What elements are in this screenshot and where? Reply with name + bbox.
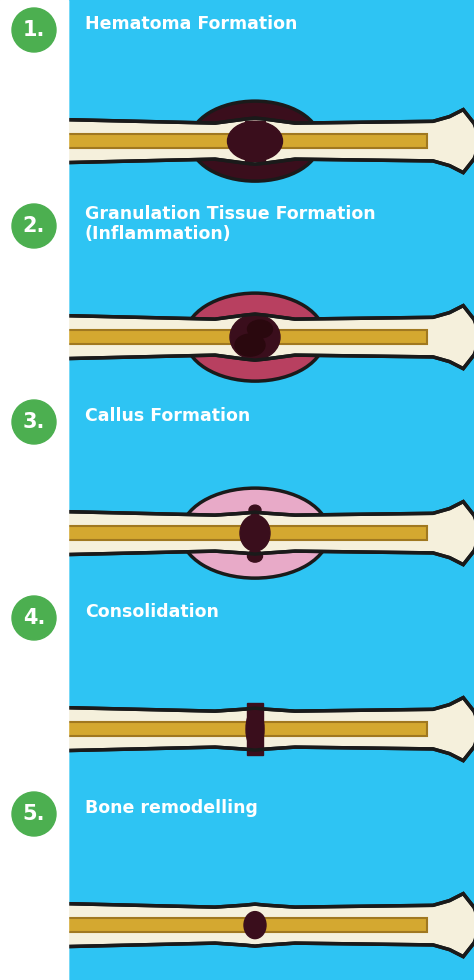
Text: Hematoma Formation: Hematoma Formation (85, 15, 297, 33)
Bar (64, 918, 250, 932)
Text: 4.: 4. (23, 608, 45, 628)
Ellipse shape (228, 122, 283, 161)
Bar (0, 0, 68, 980)
Bar (260, 722, 428, 736)
Ellipse shape (246, 710, 264, 749)
Text: Bone remodelling: Bone remodelling (85, 799, 258, 817)
Text: 2.: 2. (23, 216, 45, 236)
Ellipse shape (230, 315, 280, 360)
Bar (245, 122, 265, 161)
Ellipse shape (235, 334, 265, 356)
Text: Granulation Tissue Formation: Granulation Tissue Formation (85, 205, 375, 223)
Ellipse shape (244, 911, 266, 939)
Bar (260, 918, 428, 932)
Text: 5.: 5. (23, 804, 45, 824)
Text: 2.: 2. (23, 216, 45, 236)
Circle shape (12, 8, 56, 52)
Ellipse shape (181, 488, 329, 578)
Bar (247, 703, 263, 756)
Circle shape (12, 8, 56, 52)
Text: 3.: 3. (23, 412, 45, 432)
Ellipse shape (249, 505, 261, 515)
Ellipse shape (190, 101, 320, 181)
Bar (64, 330, 250, 344)
Text: 5.: 5. (23, 804, 45, 824)
Text: (Inflammation): (Inflammation) (85, 225, 232, 243)
Ellipse shape (247, 550, 263, 563)
Circle shape (12, 792, 56, 836)
Bar (64, 134, 250, 148)
Circle shape (12, 204, 56, 248)
Ellipse shape (240, 515, 270, 551)
Polygon shape (5, 686, 474, 772)
Polygon shape (5, 98, 474, 184)
Text: 1.: 1. (23, 20, 45, 40)
Circle shape (12, 792, 56, 836)
Bar (260, 330, 428, 344)
Text: 4.: 4. (23, 608, 45, 628)
Text: 1.: 1. (23, 20, 45, 40)
Text: Consolidation: Consolidation (85, 603, 219, 621)
Circle shape (12, 204, 56, 248)
Polygon shape (5, 490, 474, 576)
Polygon shape (5, 294, 474, 380)
Text: Callus Formation: Callus Formation (85, 407, 250, 425)
Ellipse shape (185, 293, 325, 381)
Bar (260, 526, 428, 540)
Bar (260, 134, 428, 148)
Circle shape (12, 596, 56, 640)
Circle shape (12, 596, 56, 640)
Polygon shape (5, 882, 474, 968)
Bar (0, 0, 68, 980)
Bar (64, 722, 250, 736)
Bar (64, 526, 250, 540)
Ellipse shape (247, 320, 273, 338)
Circle shape (12, 400, 56, 444)
Circle shape (12, 400, 56, 444)
Text: 3.: 3. (23, 412, 45, 432)
